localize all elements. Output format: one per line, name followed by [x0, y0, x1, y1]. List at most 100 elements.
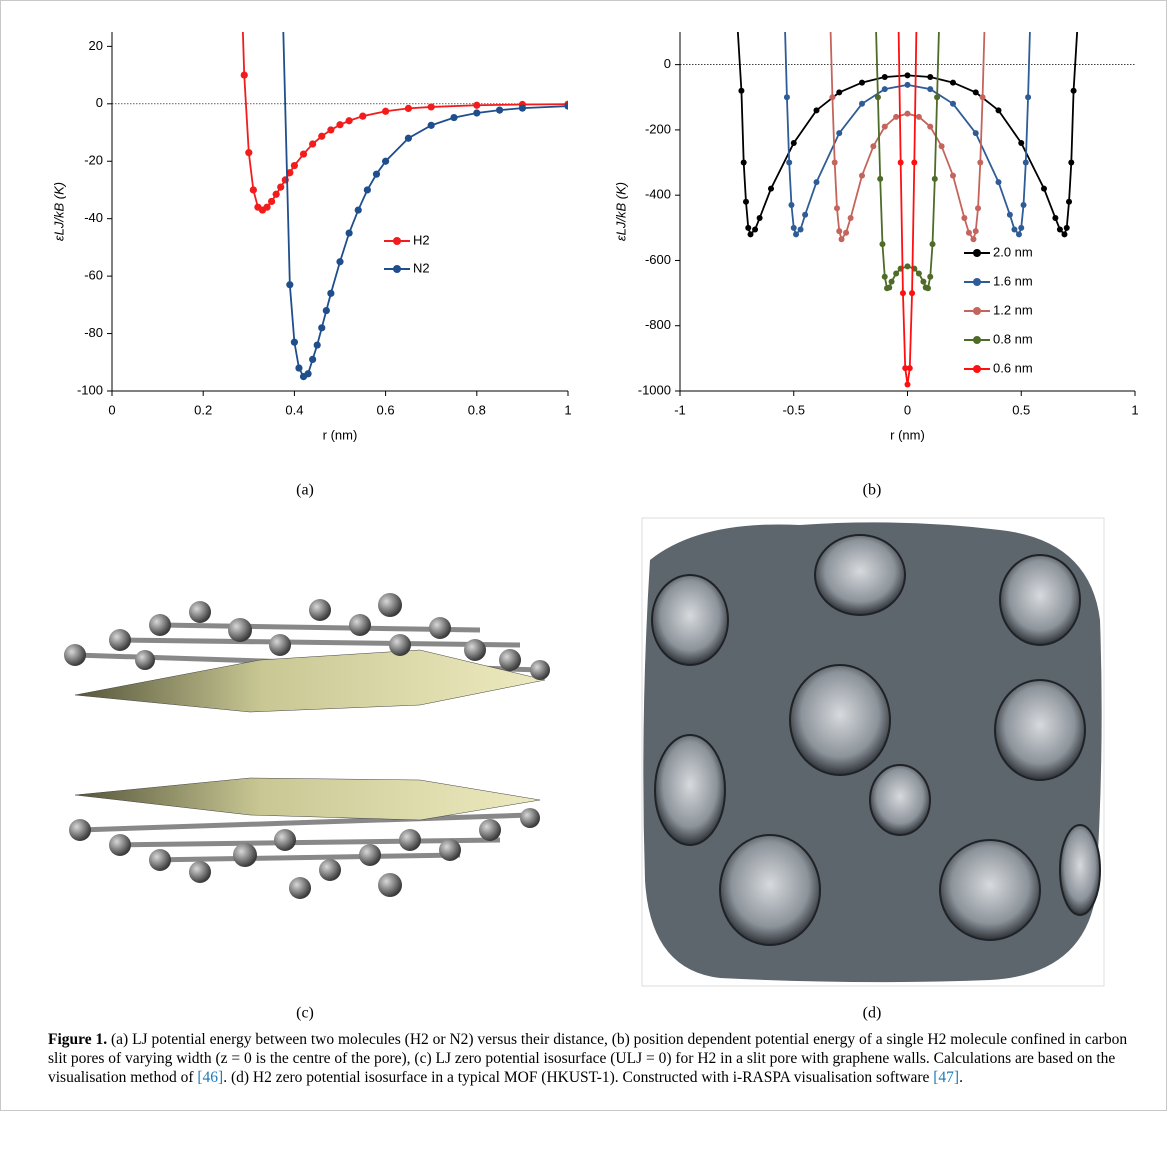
chart: -100 -80 -60 -40 -20 0 20 0 0.2 0.4 0.6 0.8 1 r (nm) ε…	[51, 32, 572, 442]
data-point	[740, 159, 747, 166]
x-axis-label: r (nm)	[323, 427, 358, 442]
data-point	[473, 101, 481, 109]
data-point	[745, 224, 752, 231]
data-point	[914, 13, 920, 19]
series-line	[829, 32, 986, 242]
data-point	[902, 365, 909, 372]
series-line	[241, 32, 568, 212]
y-tick-label: -1000	[638, 382, 671, 397]
caption-text: . (d) H2 zero potential isosurface in a …	[223, 1069, 934, 1086]
data-point	[336, 121, 344, 129]
data-point	[881, 86, 888, 93]
data-point	[831, 159, 838, 166]
data-point	[1063, 224, 1070, 231]
data-point	[829, 94, 836, 101]
data-point	[927, 273, 934, 280]
data-point	[881, 74, 888, 81]
data-point	[336, 258, 344, 266]
data-point	[873, 13, 879, 19]
data-point	[893, 270, 900, 277]
x-tick-label: 0.4	[285, 402, 303, 417]
data-point	[895, 13, 901, 19]
data-point	[972, 228, 979, 235]
data-point	[404, 104, 412, 112]
data-point	[354, 206, 362, 214]
x-axis-label: r (nm)	[890, 427, 925, 442]
data-point	[277, 183, 285, 191]
data-point	[299, 150, 308, 158]
x-tick-label: 0.6	[377, 402, 395, 417]
x-tick-label: 0.2	[194, 402, 212, 417]
legend-label: 2.0 nm	[993, 244, 1033, 259]
caption-label: Figure 1.	[48, 1031, 108, 1048]
data-point	[972, 89, 979, 96]
data-point	[979, 94, 986, 101]
data-point	[836, 89, 843, 96]
data-point	[938, 143, 945, 150]
panel-label: (c)	[296, 1005, 314, 1022]
data-point	[972, 130, 979, 137]
data-point	[802, 211, 809, 218]
data-point	[382, 157, 390, 165]
data-point	[904, 110, 911, 117]
data-point	[970, 236, 977, 243]
data-point	[827, 13, 833, 19]
data-point	[915, 113, 922, 120]
y-tick-label: -20	[84, 153, 103, 168]
data-point	[927, 86, 934, 93]
legend-marker	[393, 237, 401, 245]
panel-label: (a)	[296, 482, 314, 499]
panel-label: (d)	[863, 1005, 882, 1022]
data-point	[859, 79, 865, 86]
data-point	[1006, 211, 1013, 218]
data-point	[934, 94, 941, 101]
x-tick-label: -1	[674, 402, 686, 417]
data-point	[790, 224, 797, 231]
data-point	[1066, 198, 1073, 205]
data-point	[1027, 13, 1033, 19]
data-point	[899, 290, 906, 297]
x-tick-label: 0	[108, 402, 115, 417]
data-point	[929, 241, 936, 248]
data-point	[309, 140, 317, 148]
legend-marker	[973, 307, 981, 315]
data-point	[790, 139, 797, 146]
data-point	[768, 185, 774, 192]
legend-marker	[393, 265, 401, 273]
data-point	[906, 365, 913, 372]
data-point	[752, 226, 759, 233]
data-point	[1056, 226, 1063, 233]
data-point	[345, 229, 353, 237]
data-point	[263, 203, 271, 211]
data-point	[240, 71, 248, 79]
data-point	[950, 172, 956, 179]
data-point	[327, 289, 335, 297]
data-point	[909, 290, 916, 297]
reference[interactable]: [46]	[197, 1069, 224, 1086]
data-point	[372, 170, 381, 178]
legend-marker	[973, 249, 981, 257]
y-tick-label: -400	[645, 187, 671, 202]
data-point	[427, 103, 435, 111]
data-point	[742, 198, 749, 205]
x-tick-label: 1	[1131, 402, 1138, 417]
reference[interactable]: [47]	[933, 1069, 960, 1086]
y-tick-label: -200	[645, 121, 671, 136]
data-point	[322, 306, 330, 315]
data-point	[345, 117, 353, 125]
data-point	[313, 341, 321, 349]
data-point	[268, 197, 276, 206]
y-tick-label: 20	[89, 38, 103, 53]
data-point	[1068, 159, 1075, 166]
data-point	[286, 169, 294, 177]
data-point	[756, 215, 763, 222]
data-point	[904, 72, 911, 79]
y-axis-label: εLJ/kB (K)	[51, 182, 66, 241]
data-point	[450, 113, 458, 122]
data-point	[838, 236, 845, 243]
caption-text: (a) LJ potential energy between two mole…	[48, 1031, 1128, 1086]
data-point	[950, 79, 956, 86]
data-point	[874, 94, 881, 101]
data-point	[290, 161, 298, 170]
data-point	[859, 172, 865, 179]
